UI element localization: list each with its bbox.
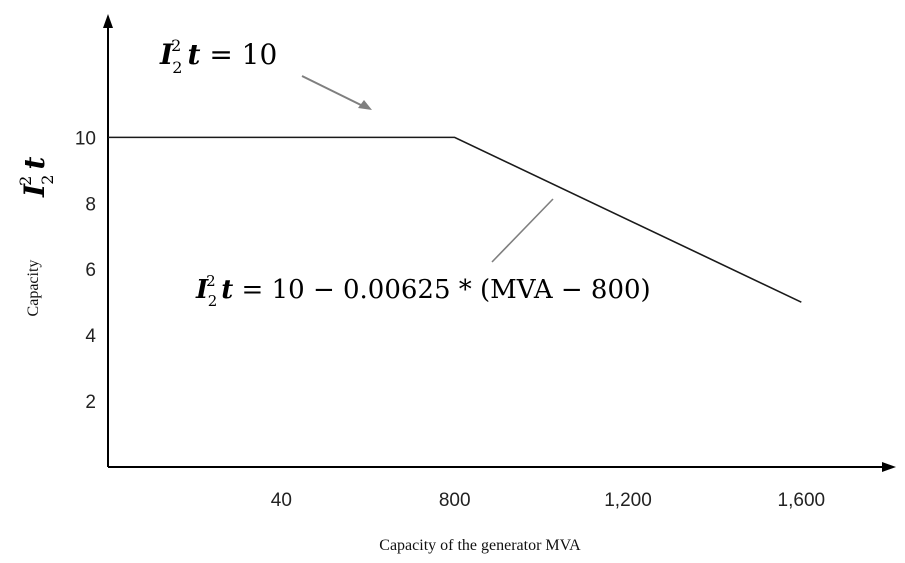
annotation-flat-arrowhead	[358, 100, 372, 110]
annotation-slope-formula: I2 2 t = 10 − 0.00625 * (MVA − 800)	[195, 272, 651, 310]
x-axis-label: Capacity of the generator MVA	[379, 537, 581, 554]
series-group	[108, 136, 802, 303]
annotation-flat-lhs: I	[159, 38, 174, 71]
annotation-flat-rhs: = 10	[200, 38, 277, 71]
x-tick-label: 1,600	[778, 490, 826, 511]
x-axis-arrowhead	[882, 462, 896, 472]
annotation-flat-sub: 2	[172, 58, 182, 77]
series-line	[108, 136, 802, 303]
annotation-slope-rhs: = 10 − 0.00625 * (MVA − 800)	[233, 275, 650, 305]
annotation-slope-var: t	[221, 275, 233, 305]
y-axis-formula-var: t	[18, 157, 51, 170]
annotation-slope-sup: 2	[206, 272, 216, 290]
annotation-flat-var: t	[187, 38, 200, 71]
y-tick-label: 4	[85, 326, 96, 347]
annotation-flat-sup: 2	[171, 36, 181, 55]
x-tick-labels: 40 800 1,200 1,600	[271, 490, 825, 511]
y-axis-label: Capacity	[25, 260, 42, 317]
annotation-slope-pointer	[491, 198, 554, 263]
y-tick-label: 2	[85, 392, 96, 413]
y-axis-formula-sup: 2	[16, 176, 35, 186]
y-tick-label: 6	[85, 260, 96, 281]
y-axis-formula-label: I2 2 t	[16, 157, 57, 198]
y-axis-formula-sub: 2	[38, 175, 57, 185]
y-tick-label: 8	[85, 194, 96, 215]
y-axis-arrowhead	[103, 14, 113, 28]
x-tick-label: 40	[271, 490, 292, 511]
x-tick-label: 800	[439, 490, 471, 511]
annotation-flat-formula: I2 2 t = 10	[159, 36, 277, 77]
annotation-slope-sub: 2	[208, 292, 218, 310]
x-tick-label: 1,200	[604, 490, 652, 511]
y-tick-label: 10	[75, 128, 96, 149]
y-axis-formula-base: I	[18, 183, 51, 198]
annotation-flat-arrow	[301, 75, 368, 109]
annotation-slope-lhs: I	[195, 275, 209, 305]
y-tick-labels: 2 4 6 8 10	[75, 128, 97, 413]
axes	[103, 14, 896, 472]
